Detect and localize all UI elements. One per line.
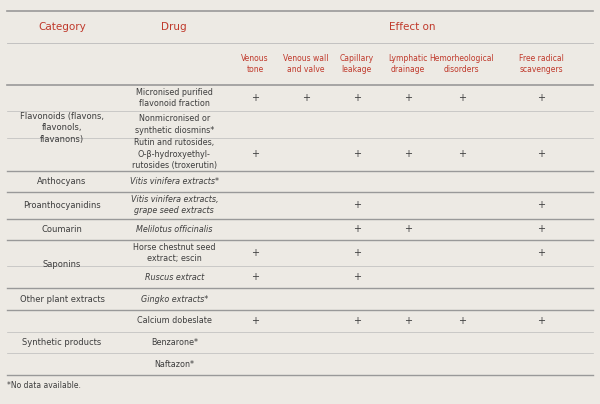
Text: +: + xyxy=(353,200,361,210)
Text: Hemorheological
disorders: Hemorheological disorders xyxy=(429,54,494,74)
Text: +: + xyxy=(404,316,412,326)
Text: Anthocyans: Anthocyans xyxy=(37,177,87,186)
Text: Nonmicronised or
synthetic diosmins*: Nonmicronised or synthetic diosmins* xyxy=(134,114,214,135)
Text: +: + xyxy=(353,248,361,258)
Text: Other plant extracts: Other plant extracts xyxy=(20,295,104,303)
Text: +: + xyxy=(404,224,412,234)
Text: +: + xyxy=(251,272,259,282)
Text: Synthetic products: Synthetic products xyxy=(22,338,101,347)
Text: Ruscus extract: Ruscus extract xyxy=(145,273,204,282)
Text: +: + xyxy=(404,149,412,159)
Text: +: + xyxy=(353,93,361,103)
Text: +: + xyxy=(458,93,466,103)
Text: Micronised purified
flavonoid fraction: Micronised purified flavonoid fraction xyxy=(136,88,213,108)
Text: +: + xyxy=(251,248,259,258)
Text: +: + xyxy=(353,272,361,282)
Text: +: + xyxy=(251,316,259,326)
Text: Flavonoids (flavons,
flavonols,
flavanons): Flavonoids (flavons, flavonols, flavanon… xyxy=(20,112,104,143)
Text: +: + xyxy=(251,93,259,103)
Text: Rutin and rutosides,
O-β-hydroxyethyl-
rutosides (troxerutin): Rutin and rutosides, O-β-hydroxyethyl- r… xyxy=(132,139,217,170)
Text: +: + xyxy=(353,149,361,159)
Text: Lymphatic
drainage: Lymphatic drainage xyxy=(388,54,427,74)
Text: +: + xyxy=(537,316,545,326)
Text: Vitis vinifera extracts*: Vitis vinifera extracts* xyxy=(130,177,219,186)
Text: +: + xyxy=(458,316,466,326)
Text: +: + xyxy=(302,93,310,103)
Text: Venous
tone: Venous tone xyxy=(241,54,269,74)
Text: Benzarone*: Benzarone* xyxy=(151,338,198,347)
Text: *No data available.: *No data available. xyxy=(7,381,80,390)
Text: Vitis vinifera extracts,
grape seed extracts: Vitis vinifera extracts, grape seed extr… xyxy=(131,196,218,215)
Text: +: + xyxy=(251,149,259,159)
Text: Venous wall
and valve: Venous wall and valve xyxy=(283,54,329,74)
Text: Calcium dobeslate: Calcium dobeslate xyxy=(137,316,212,325)
Text: Category: Category xyxy=(38,22,86,32)
Text: Gingko extracts*: Gingko extracts* xyxy=(140,295,208,303)
Text: Coumarin: Coumarin xyxy=(41,225,82,234)
Text: Free radical
scavengers: Free radical scavengers xyxy=(518,54,563,74)
Text: +: + xyxy=(353,224,361,234)
Text: Saponins: Saponins xyxy=(43,260,81,269)
Text: Naftazon*: Naftazon* xyxy=(154,360,194,369)
Text: Melilotus officinalis: Melilotus officinalis xyxy=(136,225,212,234)
Text: Effect on: Effect on xyxy=(389,22,436,32)
Text: +: + xyxy=(537,149,545,159)
Text: +: + xyxy=(458,149,466,159)
Text: +: + xyxy=(537,200,545,210)
Text: +: + xyxy=(537,224,545,234)
Text: +: + xyxy=(537,248,545,258)
Text: Drug: Drug xyxy=(161,22,187,32)
Text: +: + xyxy=(537,93,545,103)
Text: Proanthocyanidins: Proanthocyanidins xyxy=(23,201,101,210)
Text: +: + xyxy=(353,316,361,326)
Text: +: + xyxy=(404,93,412,103)
Text: Horse chestnut seed
extract; escin: Horse chestnut seed extract; escin xyxy=(133,243,215,263)
Text: Capillary
leakage: Capillary leakage xyxy=(340,54,374,74)
